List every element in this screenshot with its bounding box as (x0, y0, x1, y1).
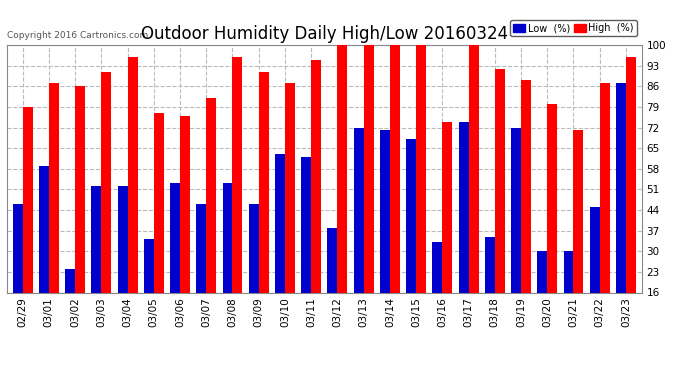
Bar (128, 57, 137, 340)
Bar (249, 204, 259, 340)
Bar (65, 269, 75, 340)
Bar (538, 251, 547, 340)
Bar (433, 242, 442, 340)
Bar (564, 251, 573, 340)
Bar (459, 122, 469, 340)
Bar (337, 45, 347, 340)
Bar (285, 83, 295, 340)
Bar (170, 183, 180, 340)
Bar (485, 237, 495, 340)
Bar (573, 130, 584, 340)
Bar (101, 72, 111, 340)
Bar (590, 207, 600, 340)
Bar (600, 83, 610, 340)
Bar (49, 83, 59, 340)
Bar (154, 113, 164, 340)
Bar (616, 83, 626, 340)
Bar (275, 154, 285, 340)
Bar (222, 183, 233, 340)
Bar (511, 128, 521, 340)
Bar (233, 57, 242, 340)
Bar (117, 186, 128, 340)
Bar (390, 45, 400, 340)
Bar (259, 72, 268, 340)
Bar (196, 204, 206, 340)
Bar (626, 57, 636, 340)
Bar (521, 80, 531, 340)
Bar (495, 69, 505, 340)
Bar (442, 122, 453, 340)
Bar (12, 204, 23, 340)
Bar (416, 45, 426, 340)
Bar (206, 98, 216, 340)
Bar (311, 60, 321, 340)
Bar (91, 186, 101, 340)
Bar (39, 166, 49, 340)
Bar (354, 128, 364, 340)
Bar (364, 45, 373, 340)
Bar (469, 45, 479, 340)
Title: Outdoor Humidity Daily High/Low 20160324: Outdoor Humidity Daily High/Low 20160324 (141, 26, 508, 44)
Bar (406, 139, 416, 340)
Bar (328, 228, 337, 340)
Bar (180, 116, 190, 340)
Text: Copyright 2016 Cartronics.com: Copyright 2016 Cartronics.com (7, 31, 148, 40)
Bar (302, 157, 311, 340)
Bar (144, 240, 154, 340)
Legend: Low  (%), High  (%): Low (%), High (%) (510, 20, 637, 36)
Bar (23, 107, 32, 340)
Bar (380, 130, 390, 340)
Bar (75, 86, 85, 340)
Bar (547, 104, 558, 340)
